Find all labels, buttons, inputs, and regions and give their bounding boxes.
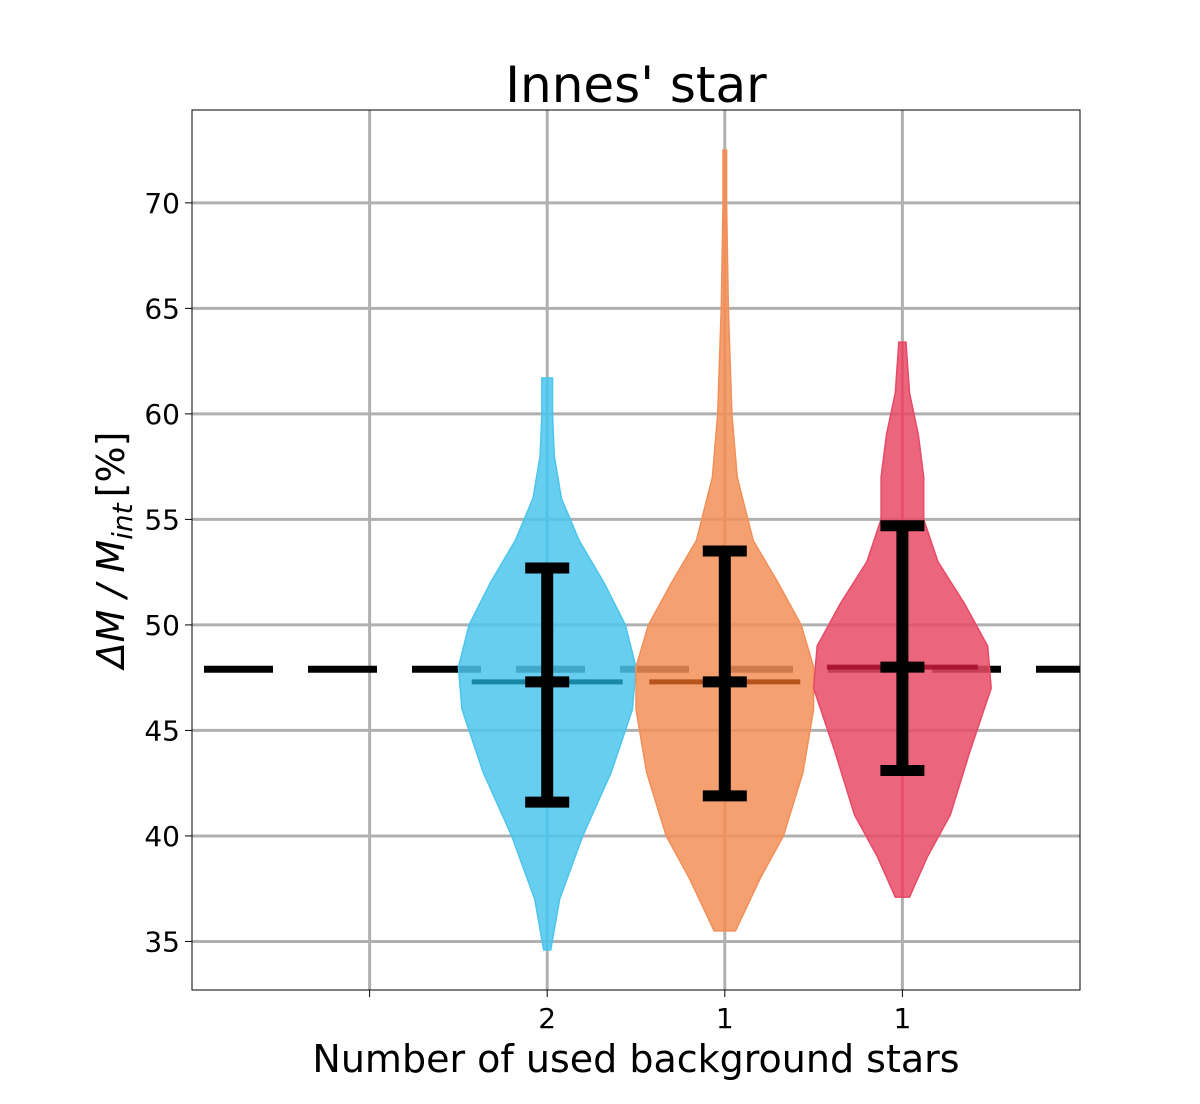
- y-axis-label: ΔM / Mint [%]: [89, 432, 139, 672]
- x-axis-label: Number of used background stars: [312, 1037, 959, 1081]
- violin-half: [812, 341, 904, 898]
- y-label-main: ΔM / M: [89, 540, 133, 672]
- y-tick-label: 50: [144, 609, 180, 642]
- y-label-unit: [%]: [89, 432, 133, 498]
- y-tick-label: 65: [144, 292, 180, 325]
- violin-half: [546, 377, 637, 951]
- y-tick-label: 70: [144, 187, 180, 220]
- violin-half: [724, 149, 815, 932]
- y-tick-label: 45: [144, 714, 180, 747]
- chart-title: Innes' star: [505, 56, 767, 114]
- violin-half: [635, 149, 726, 932]
- x-tick-label: 1: [716, 1002, 734, 1035]
- y-tick-label: 60: [144, 398, 180, 431]
- y-tick-label: 35: [144, 925, 180, 958]
- violin-half: [457, 377, 548, 951]
- y-tick-label: 40: [144, 820, 180, 853]
- x-tick-label: 2: [538, 1002, 556, 1035]
- x-tick-label: 1: [893, 1002, 911, 1035]
- plot-frame: [191, 109, 1081, 991]
- y-label-sub: int: [106, 502, 139, 540]
- y-tick-label: 55: [144, 503, 180, 536]
- violin-half: [901, 341, 992, 898]
